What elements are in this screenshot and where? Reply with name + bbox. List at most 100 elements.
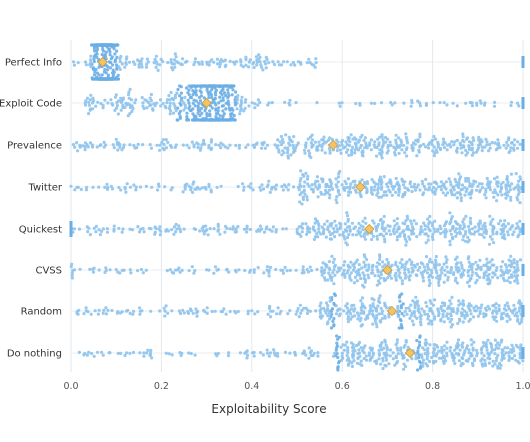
data-point <box>231 225 235 229</box>
data-point <box>283 146 287 150</box>
data-point <box>471 270 475 274</box>
data-point <box>385 193 389 197</box>
data-point <box>121 96 125 100</box>
data-point <box>348 187 352 191</box>
data-point <box>448 229 452 233</box>
data-point <box>253 102 257 106</box>
data-point <box>375 361 379 366</box>
data-point <box>493 362 497 366</box>
data-point <box>119 351 123 355</box>
data-point <box>322 232 326 236</box>
data-point <box>115 43 119 47</box>
data-point <box>363 146 367 150</box>
data-point <box>457 180 461 185</box>
data-point <box>91 185 95 189</box>
data-point <box>76 61 80 65</box>
data-point <box>381 138 385 142</box>
data-point <box>419 228 423 232</box>
data-point <box>449 345 453 350</box>
data-point <box>140 309 144 313</box>
data-point <box>345 243 349 247</box>
data-point <box>295 227 299 231</box>
data-point <box>392 145 396 149</box>
data-point <box>509 198 513 202</box>
data-point <box>418 334 422 338</box>
data-point <box>372 221 376 225</box>
data-point <box>451 307 455 311</box>
data-point <box>252 268 256 272</box>
data-point <box>335 227 340 231</box>
x-tick-label: 0.0 <box>63 381 78 392</box>
data-point <box>304 171 308 175</box>
data-point <box>361 349 365 353</box>
data-point <box>318 311 323 315</box>
data-point <box>394 278 398 282</box>
data-point <box>159 229 163 233</box>
data-point <box>164 351 168 355</box>
data-point <box>507 307 511 311</box>
data-point <box>240 182 245 186</box>
data-point <box>276 138 280 142</box>
data-point <box>255 58 259 62</box>
data-point <box>118 60 122 64</box>
data-point <box>403 343 407 347</box>
data-point <box>272 348 276 352</box>
data-point <box>405 312 409 316</box>
data-point <box>402 362 406 366</box>
data-point <box>258 100 262 105</box>
data-point <box>375 283 379 287</box>
data-point <box>128 351 132 355</box>
data-point <box>200 62 204 66</box>
data-point <box>134 185 138 189</box>
data-point <box>327 271 331 275</box>
data-point <box>496 138 500 142</box>
data-point <box>330 254 334 258</box>
data-point <box>75 185 79 189</box>
data-point <box>191 118 195 122</box>
data-point <box>113 108 117 112</box>
data-point <box>329 237 333 241</box>
data-point <box>485 140 489 144</box>
data-point <box>499 232 503 236</box>
data-point <box>258 229 262 233</box>
data-point <box>89 312 93 316</box>
data-point <box>338 233 342 237</box>
data-point <box>170 353 174 357</box>
data-point <box>375 237 379 241</box>
data-point <box>515 314 520 318</box>
data-point <box>441 312 445 316</box>
data-point <box>402 314 406 318</box>
data-point <box>454 352 458 356</box>
data-point <box>410 225 414 229</box>
data-point <box>282 183 287 187</box>
data-point <box>131 107 135 111</box>
edge-cluster <box>521 97 525 109</box>
data-point <box>478 227 482 231</box>
data-point <box>370 355 374 360</box>
data-point <box>331 271 335 275</box>
data-point <box>71 60 76 64</box>
data-point <box>450 295 454 299</box>
data-point <box>455 281 459 285</box>
data-point <box>476 263 480 268</box>
data-point <box>85 353 89 357</box>
data-point <box>119 188 123 192</box>
data-point <box>469 263 473 267</box>
data-point <box>371 314 375 318</box>
data-point <box>442 320 446 324</box>
data-point <box>329 182 333 186</box>
data-point <box>453 193 457 197</box>
data-point <box>365 268 369 272</box>
data-point <box>376 270 380 274</box>
data-point <box>471 315 476 319</box>
data-point <box>371 309 375 313</box>
data-point <box>433 298 437 302</box>
data-point <box>73 268 77 272</box>
data-point <box>322 227 326 231</box>
data-point <box>452 272 456 277</box>
data-point <box>358 319 362 323</box>
data-point <box>454 344 459 348</box>
data-point <box>150 185 154 189</box>
data-point <box>386 145 390 150</box>
data-point <box>422 185 426 189</box>
